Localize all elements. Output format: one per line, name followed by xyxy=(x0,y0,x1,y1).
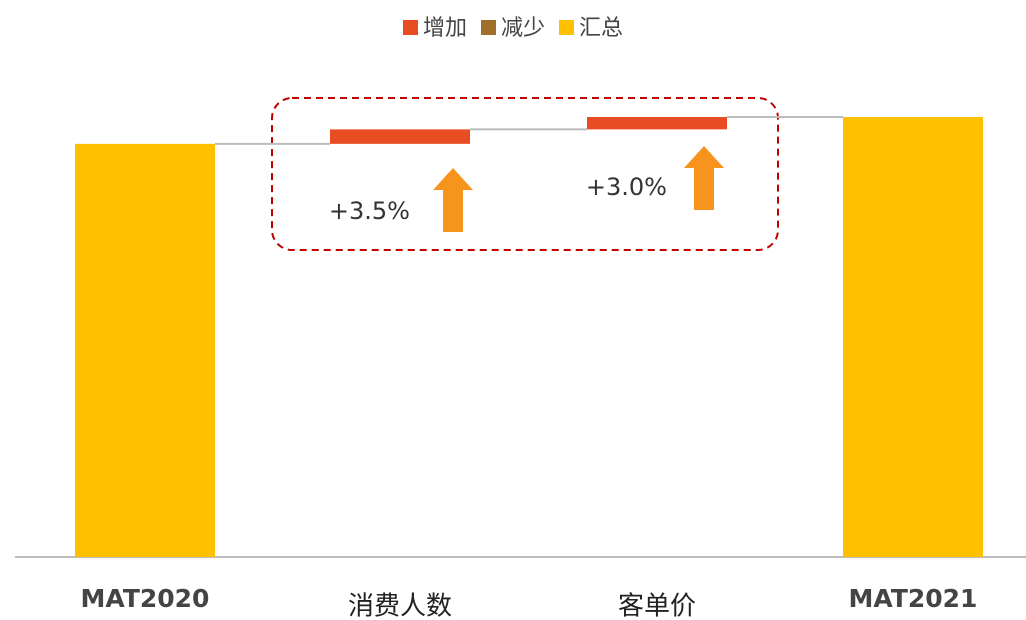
increase-bar xyxy=(587,117,727,130)
legend-label: 增加 xyxy=(423,16,467,41)
up-arrow xyxy=(433,168,473,232)
x-tick-label: MAT2021 xyxy=(849,584,978,613)
total-bar xyxy=(75,143,215,557)
highlight-box xyxy=(271,97,779,251)
legend-label: 减少 xyxy=(501,16,545,41)
x-tick-label: MAT2020 xyxy=(81,584,210,613)
increase-bar xyxy=(330,129,470,144)
legend-swatch xyxy=(559,20,575,35)
legend-label: 汇总 xyxy=(579,16,623,41)
value-label: +3.0% xyxy=(586,173,667,201)
legend-swatch xyxy=(402,20,418,35)
x-tick-label: 消费人数 xyxy=(348,592,452,620)
legend-swatch xyxy=(480,20,496,35)
value-label: +3.5% xyxy=(329,197,410,225)
x-tick-label: 客单价 xyxy=(618,592,696,620)
up-arrow xyxy=(684,146,724,210)
total-bar xyxy=(843,117,983,557)
